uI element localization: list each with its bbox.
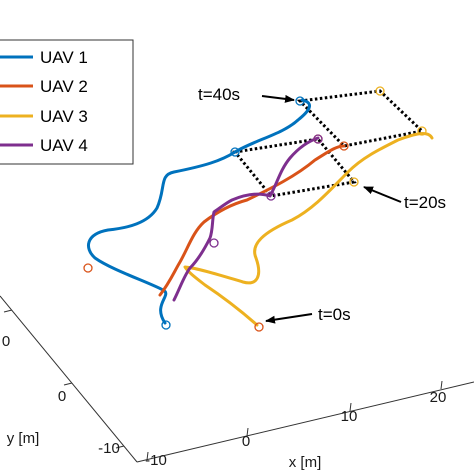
marker-uav1-mid (83, 263, 93, 273)
legend-item-uav-3: UAV 3 (0, 107, 88, 126)
annotation-t20: t=20s (404, 193, 446, 212)
y-axis-label: y [m] (7, 430, 40, 447)
axes-frame (0, 295, 474, 463)
legend: UAV 1 UAV 2 UAV 3 UAV 4 (0, 39, 134, 165)
legend-item-uav-1: UAV 1 (0, 48, 88, 67)
x-tick-label: 10 (341, 408, 358, 425)
series-line-uav-1 (86, 98, 311, 325)
marker-uav2-t40 (339, 141, 349, 151)
legend-label: UAV 4 (40, 136, 88, 155)
y-ticks: 0 0 -10 y [m] (2, 309, 125, 457)
waypoint-markers (83, 86, 427, 332)
formation-links (232, 89, 426, 198)
x-tick-label: -10 (145, 452, 167, 469)
y-tick-label: 0 (58, 388, 66, 405)
marker-uav3-t40 (375, 86, 385, 96)
legend-item-uav-2: UAV 2 (0, 77, 88, 96)
y-tick-mark (115, 445, 125, 449)
x-axis-label: x [m] (289, 454, 322, 471)
series-line-uav-4 (172, 136, 320, 302)
x-tick-mark (246, 427, 249, 437)
x-tick-mark (349, 402, 352, 412)
marker-uav3-t20 (349, 177, 359, 187)
legend-label: UAV 2 (40, 77, 88, 96)
y-tick-mark (3, 309, 13, 313)
legend-label: UAV 3 (40, 107, 88, 126)
marker-uav1-t40 (295, 96, 305, 106)
legend-item-uav-4: UAV 4 (0, 136, 88, 155)
x-tick-mark (440, 380, 443, 390)
marker-uav3-start (254, 322, 264, 332)
series-line-uav-3 (183, 132, 434, 327)
series-line-uav-2 (158, 144, 346, 297)
marker-uav3-end (417, 126, 427, 136)
annotation-arrow-t0 (265, 313, 313, 324)
y-axis-line (0, 295, 138, 463)
marker-uav1-start (161, 320, 171, 330)
x-ticks: -10 0 10 20 x [m] (145, 380, 447, 471)
annotation-arrow-t20 (363, 186, 402, 203)
annotation-t40: t=40s (198, 85, 240, 104)
x-axis-line (136, 381, 474, 463)
trajectories (86, 98, 434, 327)
y-tick-label: 0 (2, 333, 10, 350)
y-tick-label: -10 (98, 440, 120, 457)
legend-label: UAV 1 (40, 48, 88, 67)
annotations: t=40s t=20s t=0s (198, 85, 446, 324)
x-tick-label: 20 (430, 389, 447, 406)
marker-uav4-start (209, 238, 219, 248)
annotation-arrow-t40 (261, 94, 295, 103)
annotation-t0: t=0s (318, 305, 351, 324)
x-tick-label: 0 (242, 433, 250, 450)
formation-square-t20 (232, 137, 357, 198)
marker-uav1-t20 (230, 147, 240, 157)
y-tick-mark (63, 382, 73, 386)
marker-uav4-t40 (313, 134, 323, 144)
legend-box (0, 39, 134, 165)
x-tick-mark (146, 451, 149, 461)
marker-uav4-t20 (266, 191, 276, 201)
